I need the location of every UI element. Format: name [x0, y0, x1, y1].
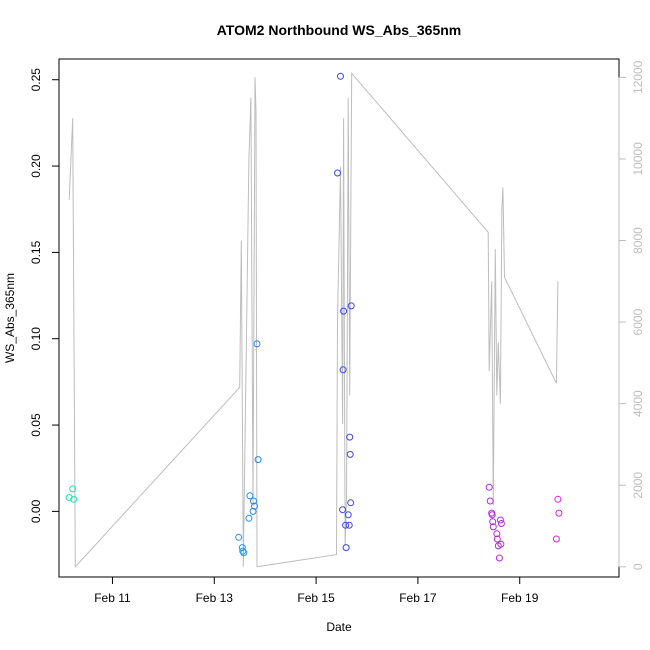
data-point — [65, 494, 73, 502]
data-points — [65, 72, 563, 562]
data-point — [347, 302, 355, 310]
y-tick-label: 0.25 — [29, 68, 43, 92]
data-point — [496, 516, 504, 524]
data-point — [493, 535, 501, 543]
right-tick-label: 10000 — [631, 142, 645, 176]
x-tick-label: Feb 15 — [297, 591, 335, 605]
right-axis: 0 2000 4000 6000 8000 10000 12000 — [618, 60, 645, 570]
plot-area-border — [58, 58, 620, 578]
data-point — [347, 499, 355, 507]
data-point — [495, 554, 503, 562]
data-point — [235, 533, 243, 541]
data-point — [239, 547, 247, 555]
x-axis-label: Date — [326, 620, 352, 634]
data-point — [489, 518, 497, 526]
data-point — [345, 521, 353, 529]
x-axis: Feb 11 Feb 13 Feb 15 Feb 17 Feb 19 — [94, 576, 539, 605]
data-point — [250, 497, 257, 505]
data-point — [486, 497, 494, 505]
right-tick-label: 4000 — [631, 390, 645, 417]
data-point — [69, 485, 77, 493]
data-point — [344, 511, 352, 519]
right-tick-label: 0 — [631, 563, 645, 570]
data-point — [70, 495, 78, 503]
y-tick-label: 0.10 — [29, 327, 43, 351]
data-point — [342, 521, 350, 529]
data-point — [339, 366, 347, 374]
data-point — [485, 483, 493, 491]
data-point — [334, 169, 341, 177]
data-point — [339, 506, 347, 514]
data-point — [552, 535, 560, 543]
data-point — [493, 530, 501, 538]
data-point — [245, 514, 253, 522]
data-point — [554, 495, 562, 503]
right-tick-label: 12000 — [631, 60, 645, 94]
series-line — [68, 71, 559, 569]
x-tick-label: Feb 13 — [196, 591, 234, 605]
y-tick-label: 0.15 — [29, 240, 43, 264]
data-point — [251, 502, 258, 510]
data-point — [489, 523, 497, 531]
data-point — [342, 544, 350, 552]
y-tick-label: 0.05 — [29, 413, 43, 437]
right-tick-label: 6000 — [631, 308, 645, 335]
data-point — [497, 520, 505, 527]
data-point — [555, 509, 563, 517]
data-point — [488, 511, 496, 519]
y-axis-label: WS_Abs_365nm — [3, 273, 17, 363]
chart-title: ATOM2 Northbound WS_Abs_365nm — [217, 22, 462, 38]
right-tick-label: 2000 — [631, 472, 645, 499]
y-tick-label: 0.00 — [29, 499, 43, 523]
secondary-series-line — [68, 71, 559, 569]
data-point — [246, 492, 254, 500]
data-point — [346, 433, 354, 441]
data-point — [240, 549, 248, 557]
y-tick-label: 0.20 — [29, 154, 43, 178]
data-point — [340, 307, 348, 315]
data-point — [346, 450, 354, 458]
x-tick-label: Feb 19 — [501, 591, 539, 605]
data-point — [497, 540, 505, 548]
data-point — [253, 340, 261, 348]
x-tick-label: Feb 11 — [94, 591, 131, 605]
data-point — [337, 72, 344, 80]
data-point — [254, 456, 262, 464]
x-tick-label: Feb 17 — [399, 591, 437, 605]
right-tick-label: 8000 — [631, 227, 645, 254]
y-axis: 0.00 0.05 0.10 0.15 0.20 0.25 — [29, 68, 60, 523]
